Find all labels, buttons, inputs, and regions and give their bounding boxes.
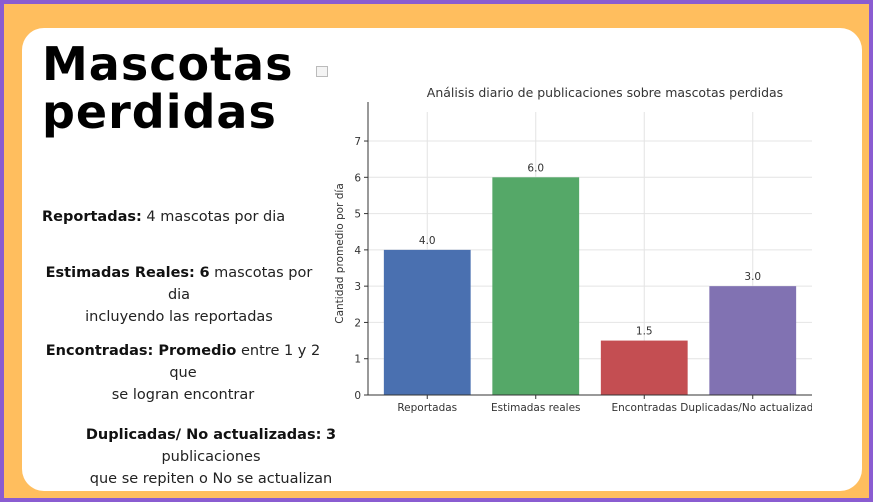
stat-duplicadas-value: 3 <box>326 427 337 443</box>
chart-title: Análisis diario de publicaciones sobre m… <box>427 85 783 100</box>
bar-value-label: 6.0 <box>527 162 544 174</box>
broken-image-icon <box>316 66 328 77</box>
y-tick-label: 7 <box>354 136 361 148</box>
stat-duplicadas-text: publicaciones <box>161 449 261 465</box>
x-tick-label: Reportadas <box>397 402 457 414</box>
slide-title: Mascotas perdidas <box>42 40 293 136</box>
bar-chart: Análisis diario de publicaciones sobre m… <box>334 85 825 414</box>
stat-encontradas-label: Encontradas: Promedio <box>45 343 237 359</box>
stat-estimadas-value: 6 <box>199 265 210 281</box>
stat-reportadas-value: 4 <box>146 209 156 225</box>
x-tick-label: Duplicadas/No actualizadas <box>680 402 812 414</box>
stat-reportadas-text: mascotas por dia <box>155 209 286 225</box>
bar-value-label: 1.5 <box>636 326 653 338</box>
bar <box>492 177 580 395</box>
y-tick-label: 6 <box>354 172 361 184</box>
bar <box>383 249 471 395</box>
stat-encontradas: Encontradas: Promedio entre 1 y 2 que se… <box>38 340 328 406</box>
x-tick-label: Estimadas reales <box>491 402 581 414</box>
bar <box>709 286 797 395</box>
bar <box>600 340 688 395</box>
stat-duplicadas-line2: que se repiten o No se actualizan <box>89 471 333 487</box>
y-axis-label: Cantidad promedio por día <box>334 183 346 324</box>
title-line-1: Mascotas <box>42 37 294 91</box>
stat-encontradas-text: entre 1 y 2 que <box>169 343 321 381</box>
title-line-2: perdidas <box>42 85 277 139</box>
stat-estimadas-line2: incluyendo las reportadas <box>85 309 273 325</box>
stat-duplicadas: Duplicadas/ No actualizadas: 3 publicaci… <box>40 424 382 490</box>
stat-estimadas: Estimadas Reales: 6 mascotas por dia inc… <box>40 262 318 328</box>
bar-value-label: 4.0 <box>419 235 436 247</box>
stat-reportadas-label: Reportadas: <box>42 209 142 225</box>
y-tick-label: 4 <box>354 245 361 257</box>
y-tick-label: 2 <box>354 317 361 329</box>
y-tick-label: 5 <box>354 209 361 221</box>
stat-estimadas-text: mascotas por dia <box>167 265 313 303</box>
y-tick-label: 1 <box>354 354 361 366</box>
bar-value-label: 3.0 <box>744 271 761 283</box>
chart-container: Análisis diario de publicaciones sobre m… <box>316 66 825 419</box>
stat-reportadas: Reportadas: 4 mascotas por dia <box>42 206 285 228</box>
y-tick-label: 0 <box>354 390 361 402</box>
y-tick-label: 3 <box>354 281 361 293</box>
stat-estimadas-label: Estimadas Reales: <box>45 265 195 281</box>
stat-encontradas-line2: se logran encontrar <box>111 387 255 403</box>
x-tick-label: Encontradas <box>611 402 677 414</box>
stat-duplicadas-label: Duplicadas/ No actualizadas: <box>85 427 322 443</box>
